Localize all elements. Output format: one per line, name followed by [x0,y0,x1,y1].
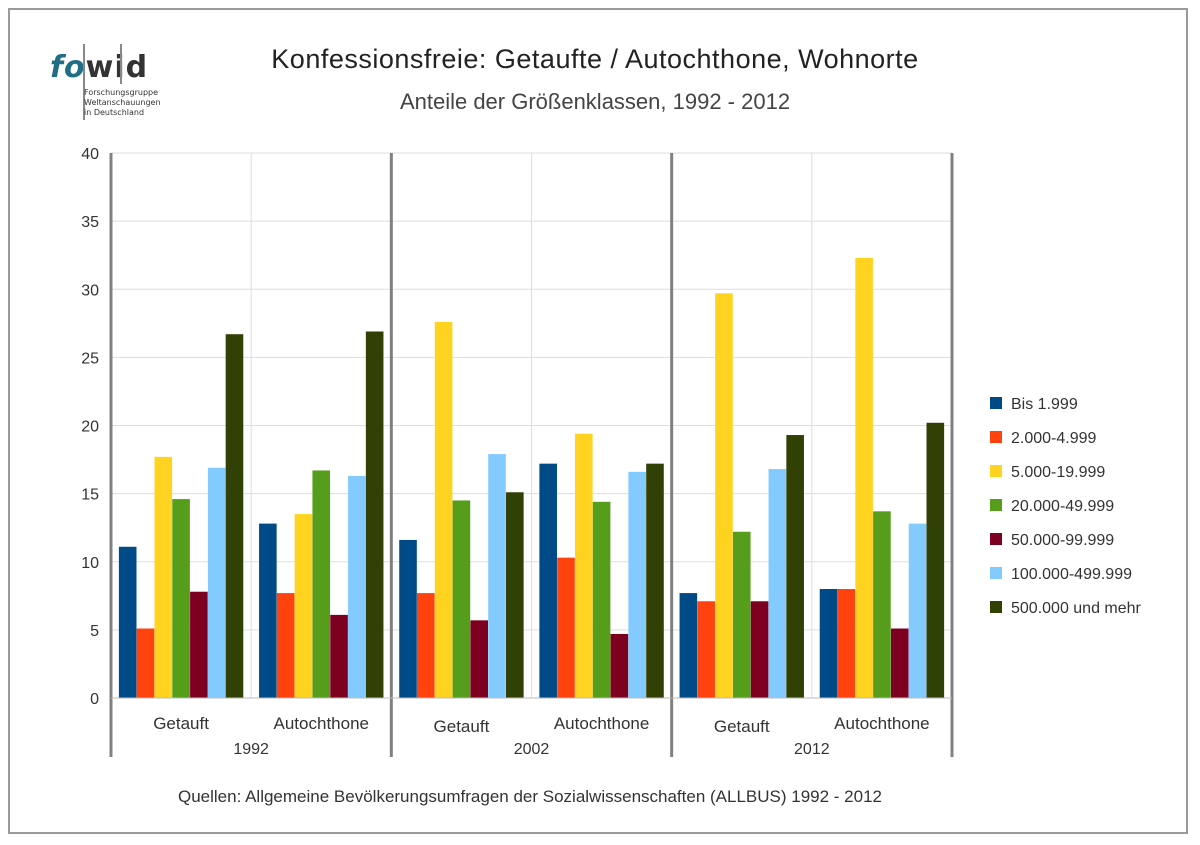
bar [136,628,155,698]
bar [715,293,733,698]
legend-item: Bis 1.999 [990,394,1141,428]
bar [434,321,453,698]
x-category-label: Getauft [714,717,770,736]
legend-swatch [990,464,1002,477]
legend-swatch [990,498,1002,511]
legend-item: 2.000-4.999 [990,428,1141,462]
bar [207,467,226,698]
bar [539,463,557,698]
logo-divider [83,44,85,120]
bar [628,471,646,698]
bar [470,620,489,698]
fowid-logo: fowid Forschungsgruppe Weltanschauungen … [50,40,180,122]
bar [417,593,435,698]
bar [259,523,277,698]
bar [750,601,769,698]
logo-divider [120,44,122,84]
y-tick-label: 35 [81,214,99,231]
bar [276,593,295,698]
x-group-label: 1992 [233,741,269,758]
bar [819,589,838,698]
legend-swatch [990,396,1002,409]
bar [837,589,856,698]
bar [786,435,804,698]
x-category-label: Autochthone [274,714,369,733]
bar [679,593,698,698]
bar [488,454,506,698]
bar [592,501,611,698]
y-tick-label: 30 [81,282,99,299]
legend-label: 100.000-499.999 [1011,566,1132,583]
legend-swatch [990,532,1002,545]
y-tick-label: 40 [81,146,99,163]
bar [873,511,891,698]
x-category-label: Autochthone [554,714,649,733]
x-group-label: 2012 [794,741,830,758]
legend-label: 500.000 und mehr [1011,600,1141,617]
bar [768,469,787,698]
bar [330,614,348,698]
y-tick-label: 5 [90,623,99,640]
bar [557,557,575,698]
legend-item: 20.000-49.999 [990,496,1141,530]
legend-label: 5.000-19.999 [1011,464,1106,481]
legend-item: 100.000-499.999 [990,564,1141,598]
y-tick-label: 0 [90,691,99,708]
bar [646,463,664,698]
bar [294,514,313,698]
bar [190,591,208,698]
bar [506,492,524,698]
legend-swatch [990,600,1002,613]
bar [348,475,366,698]
chart-frame [8,8,1188,834]
y-tick-label: 10 [81,555,99,572]
bar [855,257,873,698]
logo-wordmark: fowid [50,50,149,85]
logo-subtitle: Forschungsgruppe Weltanschauungen in Deu… [84,88,161,117]
legend-label: 20.000-49.999 [1011,498,1115,515]
x-category-label: Autochthone [834,714,929,733]
bar [172,499,190,698]
legend-label: 50.000-99.999 [1011,532,1115,549]
x-category-label: Getauft [434,717,490,736]
x-category-label: Getauft [153,714,209,733]
chart-legend: Bis 1.999 2.000-4.999 5.000-19.999 20.000-4… [990,394,1141,632]
legend-swatch [990,566,1002,579]
bar [399,539,417,698]
y-tick-label: 20 [81,419,99,436]
bar [732,531,751,698]
legend-swatch [990,430,1002,443]
y-tick-label: 15 [81,487,99,504]
bar [312,470,331,698]
chart-title: Konfessionsfreie: Getaufte / Autochthone… [271,44,919,74]
legend-item: 50.000-99.999 [990,530,1141,564]
chart-subtitle: Anteile der Größenklassen, 1992 - 2012 [399,89,791,114]
bar [574,433,593,698]
bar [225,334,244,698]
legend-item: 5.000-19.999 [990,462,1141,496]
x-group-label: 2002 [514,741,550,758]
legend-label: 2.000-4.999 [1011,430,1097,447]
bar [926,422,945,698]
bar [365,331,384,698]
source-note: Quellen: Allgemeine Bevölkerungsumfragen… [177,787,882,806]
y-tick-label: 25 [81,350,99,367]
bar [610,633,629,698]
bar [154,456,173,698]
legend-label: Bis 1.999 [1011,396,1078,413]
bar [452,500,471,698]
bar [890,628,909,698]
bar [908,523,927,698]
bar [118,546,137,698]
bar [697,601,715,698]
legend-item: 500.000 und mehr [990,598,1141,632]
